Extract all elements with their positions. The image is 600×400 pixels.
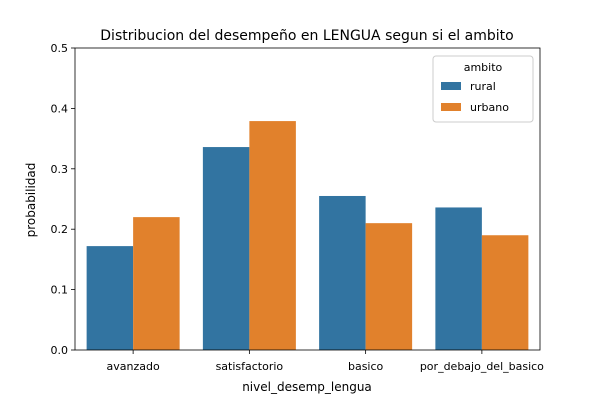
bar-rural-basico [319, 195, 366, 350]
chart-title: Distribucion del desempeño en LENGUA seg… [100, 28, 513, 44]
bar-rural-avanzado [86, 246, 134, 350]
bar-urbano-por_debajo_del_basico [481, 235, 529, 350]
y-tick-label: 0.0 [51, 344, 69, 357]
bar-urbano-satisfactorio [249, 121, 296, 350]
legend: ambito rural urbano [432, 55, 534, 123]
legend-swatch-rural [441, 82, 461, 90]
legend-label-urbano: urbano [470, 101, 509, 114]
y-tick-label: 0.3 [51, 163, 69, 176]
legend-title: ambito [464, 61, 503, 74]
bar-rural-por_debajo_del_basico [435, 207, 482, 350]
legend-label-rural: rural [470, 80, 496, 93]
y-tick-label: 0.2 [51, 223, 69, 236]
legend-swatch-urbano [441, 103, 461, 111]
bar-urbano-avanzado [133, 217, 180, 350]
x-tick-label: satisfactorio [216, 360, 284, 373]
x-tick-label: avanzado [107, 360, 160, 373]
axes-frame [74, 47, 541, 351]
x-tick-label: por_debajo_del_basico [420, 360, 544, 373]
x-axis-label: nivel_desemp_lengua [242, 380, 372, 394]
bar-urbano-basico [365, 223, 413, 350]
y-tick-label: 0.5 [51, 42, 69, 55]
x-tick-label: basico [348, 360, 384, 373]
bar-rural-satisfactorio [202, 147, 250, 350]
plot-area: 0.0 0.1 0.2 0.3 0.4 0.5 avanzado satisfactorio b… [51, 42, 545, 373]
y-axis-label: probabilidad [24, 163, 38, 238]
y-tick-label: 0.4 [51, 102, 69, 115]
y-tick-label: 0.1 [51, 284, 69, 297]
